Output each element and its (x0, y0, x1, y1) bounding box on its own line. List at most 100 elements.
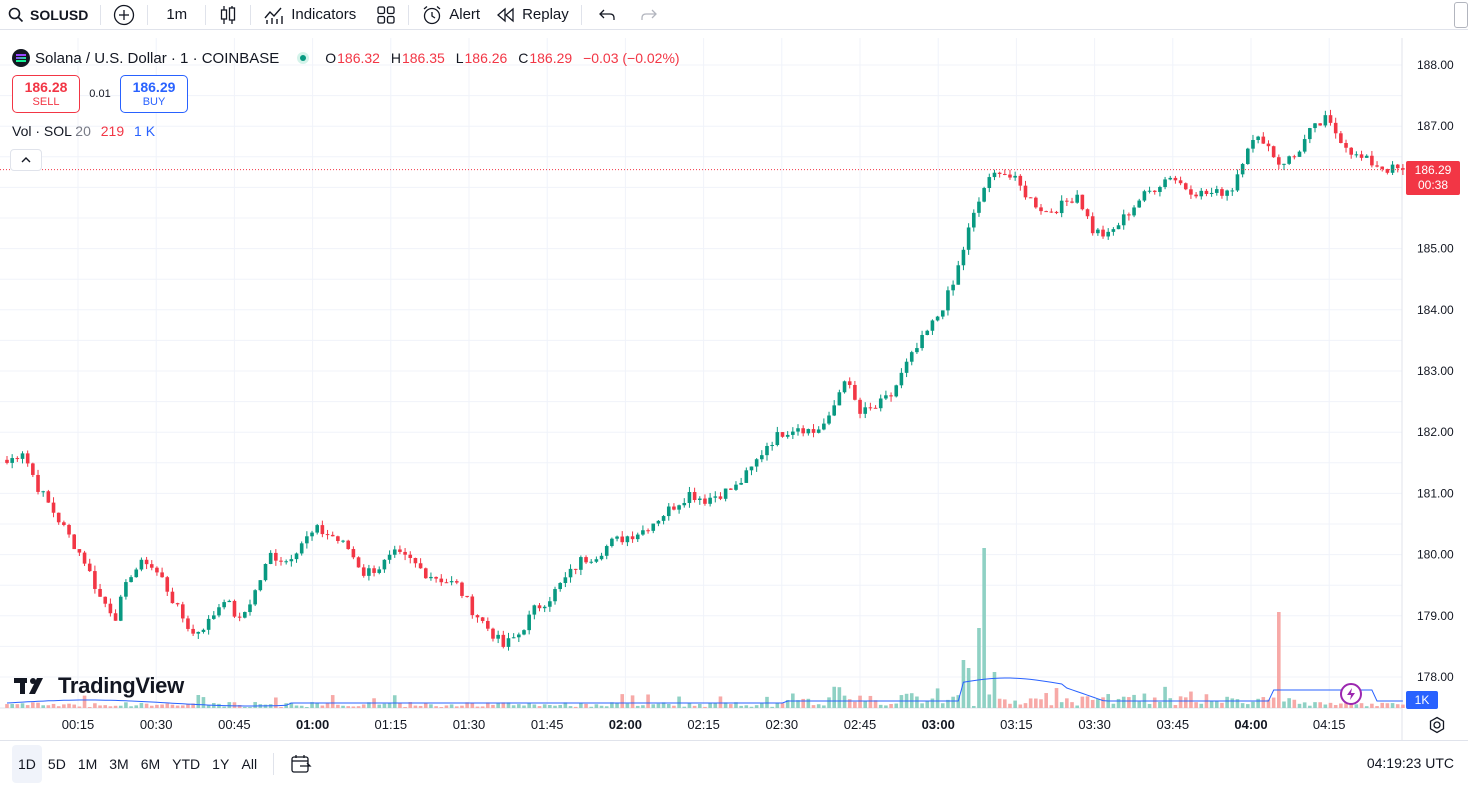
candle[interactable] (1152, 190, 1157, 195)
candle[interactable] (661, 515, 666, 525)
candle[interactable] (987, 173, 992, 193)
candle[interactable] (1101, 225, 1105, 239)
candle[interactable] (108, 598, 113, 617)
candle[interactable] (506, 632, 511, 651)
candle[interactable] (1070, 197, 1074, 204)
layouts-button[interactable] (368, 0, 404, 30)
candle[interactable] (46, 489, 51, 503)
candle[interactable] (827, 411, 831, 426)
candle[interactable] (1277, 154, 1281, 170)
candle[interactable] (1121, 209, 1126, 230)
candle[interactable] (1385, 168, 1390, 175)
candle[interactable] (915, 342, 919, 354)
candle[interactable] (1065, 198, 1069, 207)
candle[interactable] (408, 551, 413, 564)
candle[interactable] (20, 451, 25, 464)
candle[interactable] (599, 552, 604, 561)
candle[interactable] (982, 186, 986, 203)
candle[interactable] (858, 397, 862, 419)
candle[interactable] (201, 628, 206, 634)
candle[interactable] (367, 564, 371, 581)
candle[interactable] (579, 555, 583, 576)
candle[interactable] (873, 405, 878, 409)
candle[interactable] (1401, 164, 1405, 176)
candle[interactable] (925, 329, 930, 336)
candle[interactable] (1116, 222, 1121, 230)
range-button-5d[interactable]: 5D (47, 756, 66, 772)
goto-date-button[interactable] (284, 745, 318, 783)
candle[interactable] (651, 523, 656, 534)
candle[interactable] (372, 565, 376, 577)
candle[interactable] (460, 581, 464, 599)
candle[interactable] (429, 572, 433, 581)
candle[interactable] (155, 566, 159, 576)
candle[interactable] (1364, 154, 1369, 158)
candle[interactable] (480, 616, 485, 624)
candle[interactable] (594, 556, 599, 564)
candle[interactable] (377, 566, 382, 575)
utc-clock[interactable]: 04:19:23 UTC (1366, 755, 1454, 771)
candle[interactable] (537, 603, 542, 612)
candles[interactable] (5, 109, 1405, 651)
candle[interactable] (832, 400, 836, 417)
candle[interactable] (434, 576, 438, 583)
flash-icon[interactable] (1340, 683, 1362, 705)
candle[interactable] (41, 490, 45, 497)
candle[interactable] (263, 563, 268, 582)
candle[interactable] (62, 520, 66, 527)
candle[interactable] (1235, 169, 1240, 192)
candle[interactable] (1096, 227, 1100, 236)
candle[interactable] (165, 575, 170, 596)
candle[interactable] (760, 450, 764, 463)
candle[interactable] (237, 612, 242, 622)
candle[interactable] (36, 469, 40, 495)
candle[interactable] (842, 380, 847, 394)
volume-legend[interactable]: Vol · SOL 20 219 1 K (12, 123, 155, 139)
candle[interactable] (1173, 175, 1178, 184)
candle[interactable] (129, 575, 133, 583)
candle[interactable] (584, 555, 588, 564)
indicators-button[interactable]: Indicators (255, 0, 364, 30)
candle[interactable] (217, 604, 221, 618)
range-button-1m[interactable]: 1M (77, 756, 98, 772)
candle[interactable] (1054, 210, 1059, 215)
candle[interactable] (258, 580, 263, 592)
candle[interactable] (1090, 212, 1095, 236)
candle[interactable] (118, 594, 123, 622)
candle[interactable] (25, 450, 30, 467)
candle[interactable] (77, 549, 82, 556)
candle[interactable] (1390, 161, 1395, 175)
candle[interactable] (103, 596, 108, 608)
candle[interactable] (387, 550, 392, 564)
candle[interactable] (894, 384, 899, 398)
candle[interactable] (1039, 204, 1043, 215)
candle[interactable] (966, 223, 971, 255)
candle[interactable] (139, 557, 144, 572)
candle[interactable] (1034, 196, 1038, 209)
candle[interactable] (532, 604, 537, 620)
candle[interactable] (486, 617, 490, 632)
candle[interactable] (180, 601, 185, 623)
candle[interactable] (320, 520, 325, 538)
candle[interactable] (351, 546, 356, 560)
candle[interactable] (889, 392, 893, 402)
candle[interactable] (791, 427, 795, 439)
candle[interactable] (1075, 190, 1079, 204)
candle[interactable] (315, 523, 319, 535)
compare-symbol-button[interactable] (105, 0, 143, 30)
candle[interactable] (615, 535, 619, 542)
candle[interactable] (1323, 110, 1328, 128)
candle[interactable] (1344, 139, 1348, 153)
candle[interactable] (940, 310, 945, 320)
candle[interactable] (1251, 134, 1255, 153)
candle[interactable] (72, 533, 77, 550)
candle[interactable] (713, 491, 718, 503)
candle[interactable] (1380, 166, 1385, 172)
candle[interactable] (542, 605, 547, 613)
candle[interactable] (1044, 210, 1048, 213)
candle[interactable] (806, 428, 811, 436)
candle[interactable] (687, 486, 692, 508)
candle[interactable] (1080, 194, 1085, 211)
price-scale[interactable]: 188.00187.00186.00185.00184.00183.00182.… (1417, 58, 1454, 684)
candle[interactable] (1018, 174, 1023, 191)
